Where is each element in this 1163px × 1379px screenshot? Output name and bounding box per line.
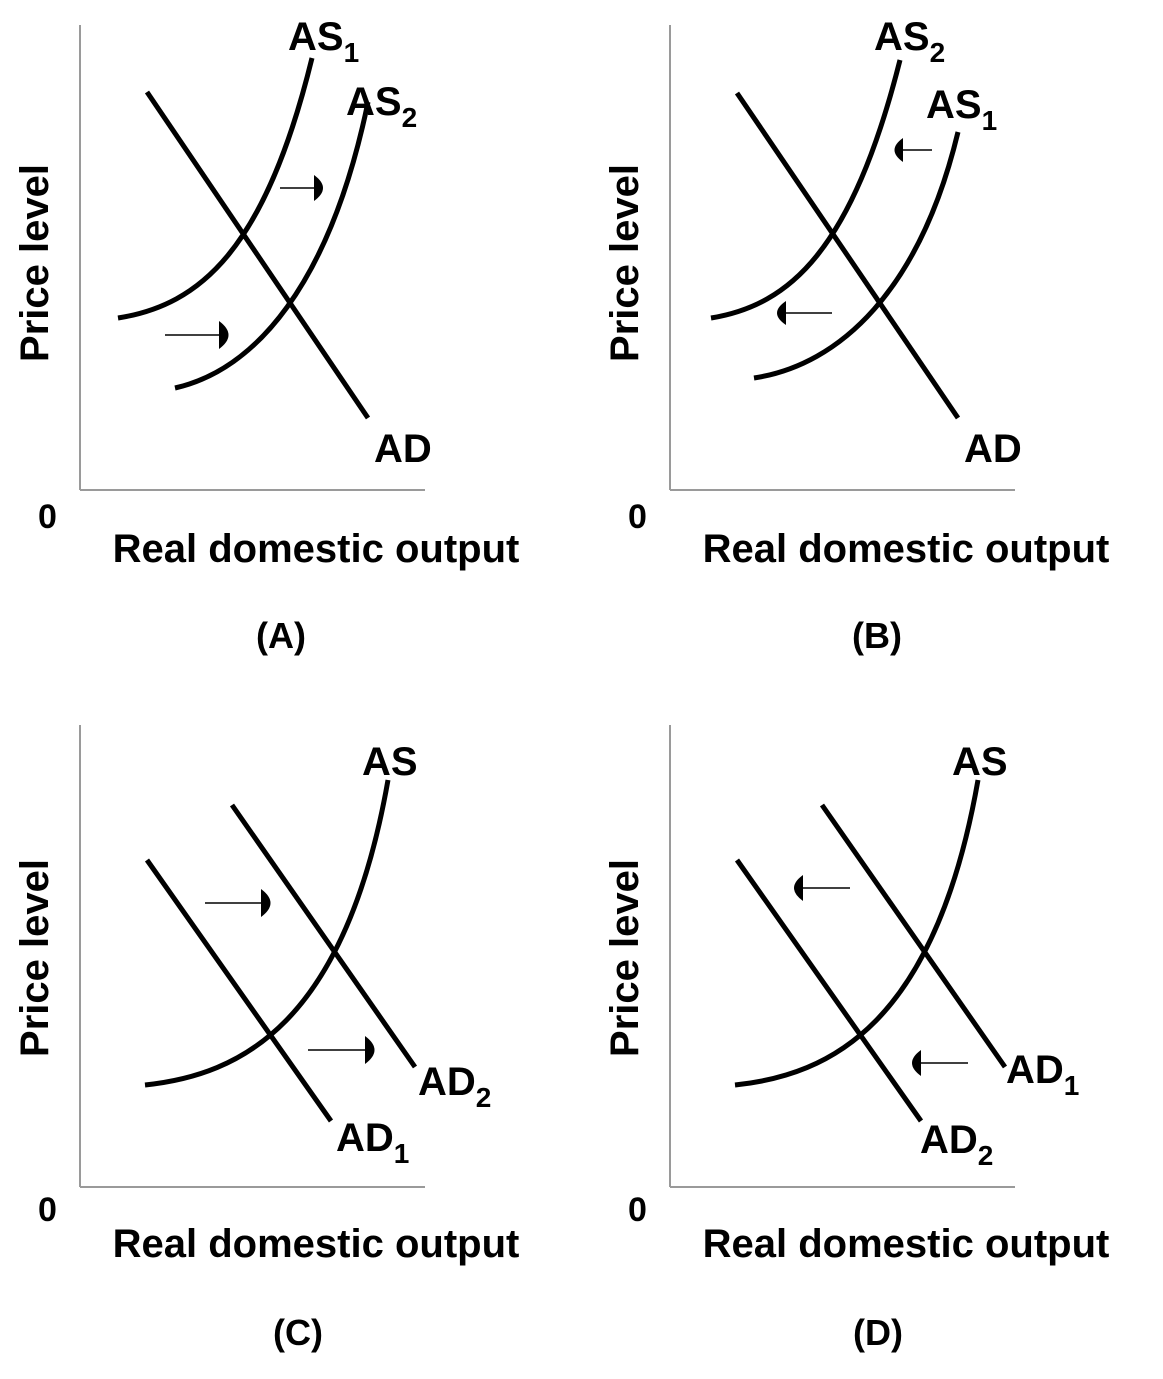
origin-label: 0 — [628, 1191, 647, 1229]
shift-right-arrow — [308, 1036, 375, 1064]
shift-right-arrow — [165, 321, 229, 349]
as-label: AS — [362, 740, 418, 784]
shift-left-arrow — [794, 875, 850, 901]
x-axis-title: Real domestic output — [113, 527, 520, 571]
panel-b: AS2 AS1 AD Price level 0 Real domestic o… — [590, 0, 1163, 684]
panel-caption: (C) — [273, 1312, 323, 1353]
panel-a: AS1 AS2 AD Price level 0 Real domestic o… — [0, 0, 581, 684]
ad2-label: AD2 — [418, 1060, 491, 1113]
origin-label: 0 — [38, 1191, 57, 1229]
as2-label: AS2 — [346, 80, 417, 133]
ad2-curve — [734, 858, 924, 1123]
ad-curve — [144, 90, 371, 420]
x-axis-title: Real domestic output — [703, 1222, 1110, 1266]
ad-label: AD — [964, 427, 1022, 471]
panel-caption: (D) — [853, 1312, 903, 1353]
ad1-label: AD1 — [336, 1116, 409, 1169]
panel-c: AS AD2 AD1 Price level 0 Real domestic o… — [0, 695, 581, 1379]
as2-curve — [710, 59, 903, 321]
y-axis-title: Price level — [603, 164, 647, 362]
y-axis-title: Price level — [603, 859, 647, 1057]
as2-label: AS2 — [874, 15, 945, 68]
as-curve — [734, 779, 981, 1088]
as2-curve — [174, 101, 371, 391]
ad1-label: AD1 — [1006, 1048, 1079, 1101]
panel-caption: (A) — [256, 615, 306, 656]
panel-d-graph: AS AD1 AD2 Price level 0 Real domestic o… — [603, 725, 1110, 1353]
y-axis-title: Price level — [13, 164, 57, 362]
ad-curve — [734, 91, 961, 420]
panel-caption: (B) — [852, 615, 902, 656]
origin-label: 0 — [38, 498, 57, 536]
ad1-curve — [819, 803, 1008, 1069]
origin-label: 0 — [628, 498, 647, 536]
ad1-curve — [144, 858, 334, 1123]
as-label: AS — [952, 740, 1008, 784]
as1-label: AS1 — [926, 83, 997, 136]
as1-curve — [117, 57, 315, 321]
as1-label: AS1 — [288, 15, 359, 68]
ad-label: AD — [374, 427, 432, 471]
y-axis-title: Price level — [13, 859, 57, 1057]
shift-left-arrow — [912, 1050, 968, 1076]
ad2-curve — [229, 803, 418, 1069]
shift-left-arrow — [777, 301, 832, 325]
shift-left-arrow — [894, 138, 932, 162]
x-axis-title: Real domestic output — [703, 527, 1110, 571]
as-curve — [144, 779, 391, 1088]
panel-d: AS AD1 AD2 Price level 0 Real domestic o… — [590, 695, 1163, 1379]
panel-a-graph: AS1 AS2 AD Price level 0 Real domestic o… — [13, 15, 520, 656]
ad2-label: AD2 — [920, 1118, 993, 1171]
panel-b-graph: AS2 AS1 AD Price level 0 Real domestic o… — [603, 15, 1110, 656]
x-axis-title: Real domestic output — [113, 1222, 520, 1266]
shift-right-arrow — [205, 889, 271, 917]
as1-curve — [753, 131, 961, 381]
panel-c-graph: AS AD2 AD1 Price level 0 Real domestic o… — [13, 725, 520, 1353]
shift-right-arrow — [280, 175, 323, 201]
